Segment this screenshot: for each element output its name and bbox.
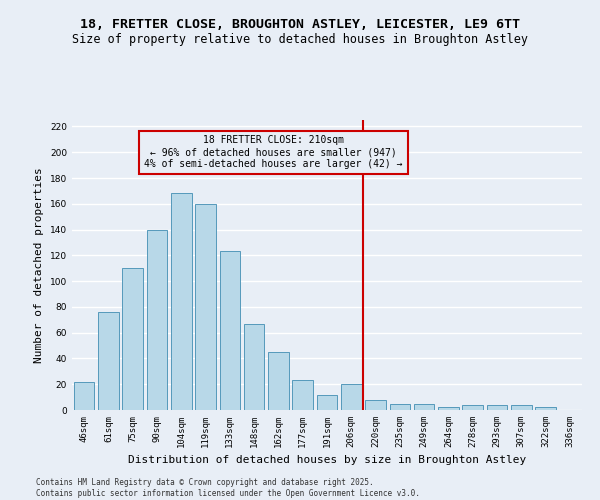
- Bar: [365, 400, 386, 410]
- Text: Size of property relative to detached houses in Broughton Astley: Size of property relative to detached ho…: [72, 32, 528, 46]
- Text: Contains HM Land Registry data © Crown copyright and database right 2025.
Contai: Contains HM Land Registry data © Crown c…: [36, 478, 420, 498]
- Bar: [195, 204, 216, 410]
- Bar: [292, 380, 313, 410]
- Bar: [535, 408, 556, 410]
- Bar: [74, 382, 94, 410]
- Bar: [244, 324, 265, 410]
- Y-axis label: Number of detached properties: Number of detached properties: [34, 167, 44, 363]
- X-axis label: Distribution of detached houses by size in Broughton Astley: Distribution of detached houses by size …: [128, 456, 526, 466]
- Bar: [389, 404, 410, 410]
- Bar: [463, 405, 483, 410]
- Bar: [414, 404, 434, 410]
- Bar: [341, 384, 362, 410]
- Bar: [220, 252, 240, 410]
- Bar: [317, 394, 337, 410]
- Text: 18, FRETTER CLOSE, BROUGHTON ASTLEY, LEICESTER, LE9 6TT: 18, FRETTER CLOSE, BROUGHTON ASTLEY, LEI…: [80, 18, 520, 30]
- Text: 18 FRETTER CLOSE: 210sqm
← 96% of detached houses are smaller (947)
4% of semi-d: 18 FRETTER CLOSE: 210sqm ← 96% of detach…: [145, 136, 403, 168]
- Bar: [98, 312, 119, 410]
- Bar: [171, 194, 191, 410]
- Bar: [438, 408, 459, 410]
- Bar: [268, 352, 289, 410]
- Bar: [146, 230, 167, 410]
- Bar: [487, 405, 508, 410]
- Bar: [122, 268, 143, 410]
- Bar: [511, 405, 532, 410]
